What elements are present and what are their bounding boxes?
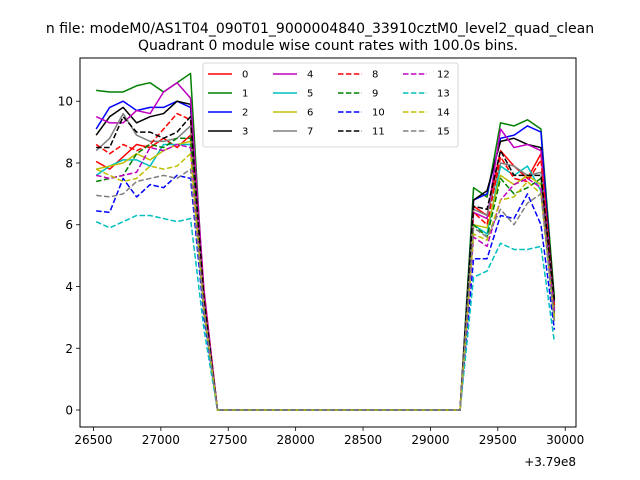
y-tick-label: 10 bbox=[58, 95, 73, 109]
y-tick-label: 2 bbox=[65, 342, 73, 356]
series-line-13 bbox=[95, 214, 556, 411]
legend-label-10: 10 bbox=[372, 108, 385, 119]
y-tick-label: 4 bbox=[65, 280, 73, 294]
x-tick-label: 26500 bbox=[74, 433, 112, 447]
x-offset-label: +3.79e8 bbox=[524, 455, 576, 469]
legend-label-11: 11 bbox=[372, 127, 385, 138]
legend-box bbox=[202, 62, 459, 148]
x-axis: 26500 27000 27500 28000 28500 29000 29500 30000 bbox=[74, 427, 584, 447]
legend-label-7: 7 bbox=[307, 127, 313, 138]
plot-frame bbox=[79, 57, 577, 428]
legend-label-13: 13 bbox=[437, 89, 450, 100]
series-line-15 bbox=[96, 168, 556, 411]
legend-label-8: 8 bbox=[372, 70, 378, 81]
legend-label-12: 12 bbox=[437, 70, 450, 81]
legend-label-0: 0 bbox=[242, 70, 248, 81]
x-tick-label: 29000 bbox=[411, 433, 449, 447]
series-line-14 bbox=[95, 152, 556, 411]
chart-suptitle: n file: modeM0/AS1T04_090T01_9000004840_… bbox=[46, 21, 594, 37]
y-tick-label: 0 bbox=[65, 404, 73, 418]
y-tick-label: 8 bbox=[65, 156, 73, 170]
legend-label-3: 3 bbox=[242, 127, 248, 138]
legend-label-1: 1 bbox=[242, 89, 248, 100]
x-tick-label: 29500 bbox=[479, 433, 517, 447]
legend-label-14: 14 bbox=[437, 108, 450, 119]
legend-label-9: 9 bbox=[372, 89, 378, 100]
legend-label-2: 2 bbox=[242, 108, 248, 119]
x-tick-label: 30000 bbox=[546, 433, 584, 447]
y-axis: 0 2 4 6 8 10 bbox=[58, 95, 80, 418]
series-line-10 bbox=[96, 174, 556, 411]
x-tick-label: 27000 bbox=[142, 433, 180, 447]
legend-label-5: 5 bbox=[307, 89, 313, 100]
x-tick-label: 28000 bbox=[277, 433, 315, 447]
legend-label-6: 6 bbox=[307, 108, 313, 119]
chart-title: Quadrant 0 module wise count rates with … bbox=[138, 38, 518, 54]
x-tick-label: 28500 bbox=[344, 433, 382, 447]
legend-label-4: 4 bbox=[307, 70, 313, 81]
series-layer bbox=[95, 72, 556, 411]
legend-label-15: 15 bbox=[437, 127, 450, 138]
x-tick-label: 27500 bbox=[209, 433, 247, 447]
series-line-11 bbox=[96, 115, 556, 411]
y-tick-label: 6 bbox=[65, 218, 73, 232]
